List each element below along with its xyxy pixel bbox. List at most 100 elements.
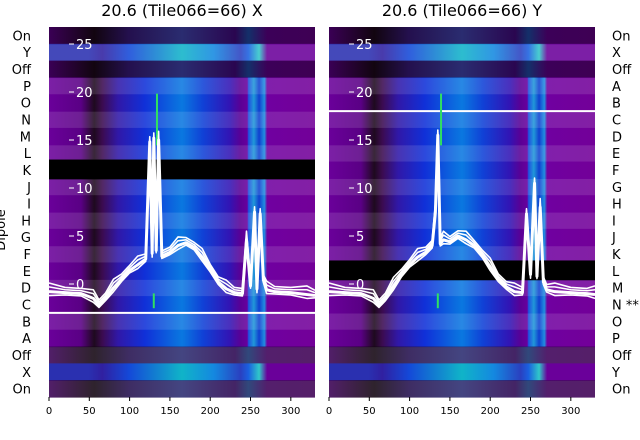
heatmap-row	[329, 127, 595, 146]
heatmap-row	[329, 178, 595, 196]
overlay-y-tick-label: 15	[76, 134, 93, 149]
panel-x: 20.6 (Tile066=66) X On Y Off PONMLKJIHGFEDCB…	[12, 1, 316, 417]
heatmap-row	[329, 296, 595, 314]
row-label: N **	[612, 299, 639, 314]
x-tick-label: 0	[326, 406, 332, 417]
row-label: G	[612, 181, 622, 196]
heatmap-row	[329, 312, 595, 331]
chart-title: 20.6 (Tile066=66) Y	[382, 1, 543, 20]
row-label: X	[612, 46, 621, 61]
heatmap-row	[329, 43, 595, 62]
heatmap-row	[49, 346, 315, 364]
flagged-band	[49, 159, 315, 180]
chart-title: 20.6 (Tile066=66) X	[101, 1, 263, 20]
x-tick-label: 100	[400, 406, 419, 417]
heatmap-row	[329, 195, 595, 213]
row-label: E	[23, 265, 31, 280]
overlay-y-tick-label: 25	[76, 38, 93, 53]
row-label: D	[21, 282, 31, 297]
row-label: C	[612, 114, 621, 129]
x-tick-label: 250	[241, 406, 260, 417]
row-label: On	[612, 29, 630, 44]
flagged-band	[329, 260, 595, 281]
overlay-y-tick-label: 10	[356, 182, 373, 197]
row-label: P	[612, 332, 620, 347]
heatmap-row	[49, 43, 315, 62]
heatmap-row	[49, 27, 315, 45]
row-label: On	[13, 383, 31, 398]
row-label: Y	[22, 46, 31, 61]
y-axis-label: Dipole	[0, 209, 9, 250]
heatmap-row	[329, 329, 595, 348]
heatmap-row	[329, 363, 595, 381]
x-tick-label: 150	[440, 406, 459, 417]
heatmap-row	[329, 77, 595, 95]
row-label: B	[22, 315, 31, 330]
heatmap-row	[329, 245, 595, 264]
heatmap-row	[49, 312, 315, 331]
row-label: L	[612, 265, 620, 280]
row-label: O	[612, 315, 622, 330]
heatmap-row	[49, 94, 315, 112]
row-label: J	[611, 231, 616, 246]
row-label: Off	[12, 349, 32, 364]
x-tick-label: 50	[363, 406, 376, 417]
heatmap-row	[329, 279, 595, 297]
overlay-y-tick-label: 10	[76, 182, 93, 197]
row-label: D	[612, 130, 622, 145]
heatmap-row	[329, 60, 595, 79]
overlay-y-tick-label: 20	[76, 86, 93, 101]
row-label: P	[23, 80, 31, 95]
x-tick-label: 200	[201, 406, 220, 417]
heatmap-row	[49, 144, 315, 163]
x-tick-label: 150	[160, 406, 179, 417]
row-label: X	[22, 366, 31, 381]
bandpass-line	[48, 130, 316, 301]
heatmap-row	[329, 111, 595, 129]
overlay-y-tick-label: 25	[356, 38, 373, 53]
heatmap-row	[329, 346, 595, 364]
x-tick-label: 0	[46, 406, 52, 417]
overlay-y-tick-label: 0	[76, 278, 84, 293]
overlay-y-tick-label: 0	[356, 278, 364, 293]
row-label: N	[21, 114, 31, 129]
heatmap-row	[49, 212, 315, 230]
overlay-y-tick-label: 5	[356, 230, 364, 245]
row-label: F	[24, 248, 31, 263]
heatmap-row	[329, 212, 595, 230]
heatmap-row	[49, 296, 315, 314]
x-tick-label: 250	[521, 406, 540, 417]
row-label: G	[21, 231, 31, 246]
row-label: C	[22, 299, 31, 314]
heatmap-row	[329, 161, 595, 179]
overlay-y-tick-label: 15	[356, 134, 373, 149]
row-label: E	[612, 147, 620, 162]
row-label: M	[20, 130, 31, 145]
row-label: Off	[612, 63, 632, 78]
row-label: On	[13, 29, 31, 44]
heatmap-row	[49, 245, 315, 264]
row-label: K	[22, 164, 31, 179]
heatmap-row	[49, 60, 315, 79]
bandpass-line	[328, 129, 596, 301]
row-label: I	[612, 214, 616, 229]
heatmap-row	[49, 178, 315, 196]
row-label: I	[27, 198, 31, 213]
row-label: F	[612, 164, 619, 179]
x-tick-label: 50	[83, 406, 96, 417]
row-label: On	[612, 383, 630, 398]
row-label: Off	[12, 63, 32, 78]
heatmap-row	[329, 27, 595, 45]
row-label: M	[612, 282, 623, 297]
overlay-y-tick-label: 5	[76, 230, 84, 245]
row-label: A	[612, 80, 621, 95]
row-label: B	[612, 97, 621, 112]
heatmap-row	[49, 262, 315, 280]
row-label: Off	[612, 349, 632, 364]
heatmap-row	[329, 144, 595, 163]
overlay-y-tick-label: 20	[356, 86, 373, 101]
heatmap-row	[329, 380, 595, 398]
x-tick-label: 300	[561, 406, 580, 417]
